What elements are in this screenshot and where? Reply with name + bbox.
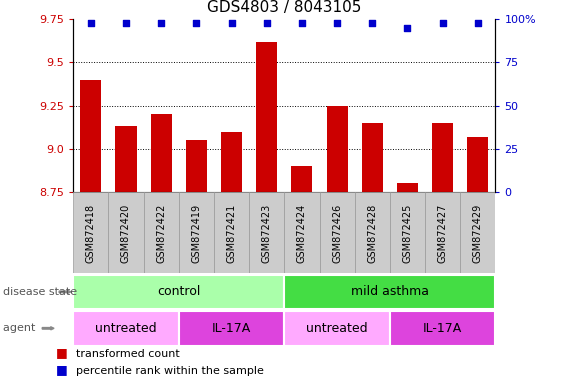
Bar [108,192,144,273]
Bar [425,192,461,273]
Point [438,20,447,26]
Bar [397,183,418,192]
Point [227,20,236,26]
Bar [179,311,284,346]
Point [368,20,377,26]
Text: ■: ■ [56,363,68,376]
Bar [73,192,108,273]
Bar [461,192,495,273]
Text: untreated: untreated [306,322,368,335]
Point [297,20,306,26]
Title: GDS4803 / 8043105: GDS4803 / 8043105 [207,0,361,15]
Point [122,20,131,26]
Bar [390,192,425,273]
Bar [73,275,284,309]
Bar [355,192,390,273]
Bar [362,123,383,192]
Point [333,20,342,26]
Bar [144,192,179,273]
Point [262,20,271,26]
Text: control: control [157,285,200,298]
Text: GSM872425: GSM872425 [403,204,413,263]
Bar [284,311,390,346]
Text: IL-17A: IL-17A [423,322,462,335]
Text: GSM872422: GSM872422 [156,204,166,263]
Text: mild asthma: mild asthma [351,285,429,298]
Bar [186,140,207,192]
Point [86,20,95,26]
Bar [115,126,136,192]
Bar [284,275,495,309]
Point [403,25,412,31]
Text: GSM872420: GSM872420 [121,204,131,263]
Text: transformed count: transformed count [76,349,180,359]
Point [157,20,166,26]
Text: GSM872424: GSM872424 [297,204,307,263]
Text: GSM872427: GSM872427 [437,204,448,263]
Text: GSM872429: GSM872429 [473,204,483,263]
Bar [256,42,277,192]
Bar [432,123,453,192]
Bar [214,192,249,273]
Text: GSM872426: GSM872426 [332,204,342,263]
Text: percentile rank within the sample: percentile rank within the sample [76,366,264,376]
Bar [327,106,347,192]
Bar [221,132,242,192]
Bar [292,166,312,192]
Text: IL-17A: IL-17A [212,322,251,335]
Text: agent: agent [3,323,39,333]
Text: disease state: disease state [3,287,81,297]
Text: GSM872428: GSM872428 [367,204,377,263]
Bar [390,311,495,346]
Text: GSM872419: GSM872419 [191,204,202,263]
Bar [179,192,214,273]
Text: untreated: untreated [95,322,157,335]
Bar [151,114,172,192]
Text: GSM872421: GSM872421 [226,204,236,263]
Point [473,20,482,26]
Bar [249,192,284,273]
Text: GSM872418: GSM872418 [86,204,96,263]
Bar [467,137,488,192]
Bar [284,192,320,273]
Bar [320,192,355,273]
Bar [80,79,101,192]
Text: GSM872423: GSM872423 [262,204,272,263]
Bar [73,311,179,346]
Text: ■: ■ [56,346,68,359]
Point [192,20,201,26]
